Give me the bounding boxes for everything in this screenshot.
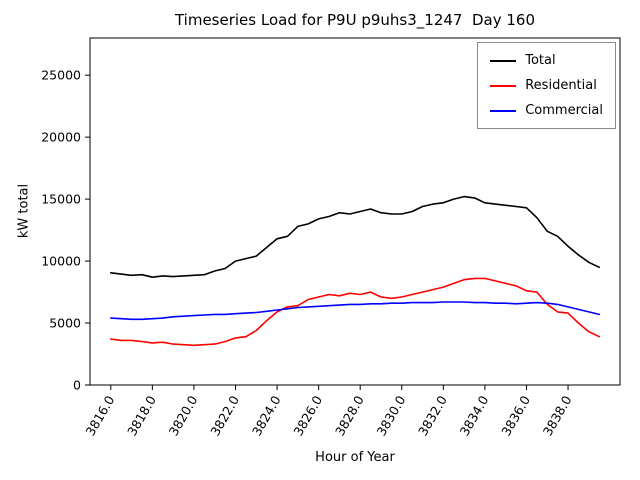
x-axis-label: Hour of Year	[315, 450, 395, 465]
x-tick-label: 3832.0	[415, 393, 450, 438]
legend-label: Commercial	[525, 103, 603, 118]
legend-label: Residential	[525, 78, 597, 93]
y-tick-label: 5000	[49, 316, 81, 331]
x-tick-label: 3824.0	[249, 393, 284, 438]
legend-line-sample	[490, 59, 517, 62]
x-tick-label: 3826.0	[290, 393, 325, 438]
legend-label: Total	[525, 53, 556, 68]
x-tick-label: 3830.0	[374, 393, 409, 438]
x-tick-label: 3816.0	[83, 393, 118, 438]
x-tick-label: 3838.0	[540, 393, 575, 438]
x-tick-label: 3818.0	[124, 393, 159, 438]
x-tick-label: 3820.0	[166, 393, 201, 438]
legend-item-residential: Residential	[490, 78, 603, 93]
x-tick-label: 3836.0	[498, 393, 533, 438]
axes-spines	[89, 37, 621, 386]
x-tick-label: 3822.0	[207, 393, 242, 438]
series-line-total	[110, 195, 601, 279]
legend-item-commercial: Commercial	[490, 103, 603, 118]
x-tick-label: 3834.0	[457, 393, 492, 438]
y-tick-label: 10000	[41, 254, 81, 269]
series-line-residential	[110, 277, 601, 347]
x-tick-label: 3828.0	[332, 393, 367, 438]
y-tick-label: 0	[73, 378, 81, 393]
legend-line-sample	[490, 84, 517, 87]
series-line-commercial	[110, 301, 601, 321]
legend: Total Residential Commercial	[477, 42, 616, 129]
y-tick-label: 15000	[41, 192, 81, 207]
y-tick-label: 20000	[41, 130, 81, 145]
y-axis-label: kW total	[16, 183, 32, 239]
legend-line-sample	[490, 109, 517, 112]
chart-title: Timeseries Load for P9U p9uhs3_1247 Day …	[174, 11, 536, 29]
legend-item-total: Total	[490, 53, 603, 68]
y-tick-label: 25000	[41, 68, 81, 83]
